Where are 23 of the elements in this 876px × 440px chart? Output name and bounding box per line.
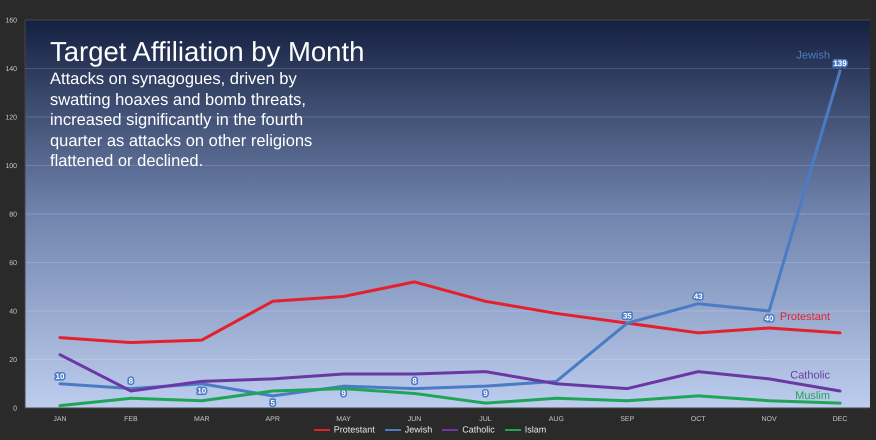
annotation: Muslim	[795, 390, 830, 402]
data-label: 5	[270, 398, 276, 408]
data-label: 139	[833, 59, 848, 68]
annotation: Protestant	[780, 311, 830, 324]
data-label: 10	[197, 386, 207, 396]
data-label: 40	[764, 314, 774, 323]
data-label: 8	[128, 376, 134, 386]
line-series	[58, 280, 842, 344]
text: Target Affiliation by Month	[50, 36, 364, 68]
annotation: Catholic	[790, 369, 830, 382]
legend-label: Islam	[524, 424, 546, 434]
annotation: Jewish	[796, 49, 830, 62]
data-label: 9	[483, 389, 488, 398]
legend-label: Catholic	[462, 424, 495, 434]
data-label: 9	[341, 389, 346, 398]
text: Attacks on synagogues, driven by swatting hoaxes and bomb threats, increased significantly in the fourth quarter as attacks on other religions flattened or declined.	[50, 69, 314, 172]
legend-label: Protestant	[334, 424, 375, 434]
data-label: 10	[56, 372, 65, 381]
legend-label: Jewish	[404, 424, 432, 434]
data-label: 35	[622, 311, 632, 320]
data-label: 8	[412, 376, 418, 386]
data-label: 43	[694, 292, 704, 301]
line-series	[58, 387, 842, 408]
